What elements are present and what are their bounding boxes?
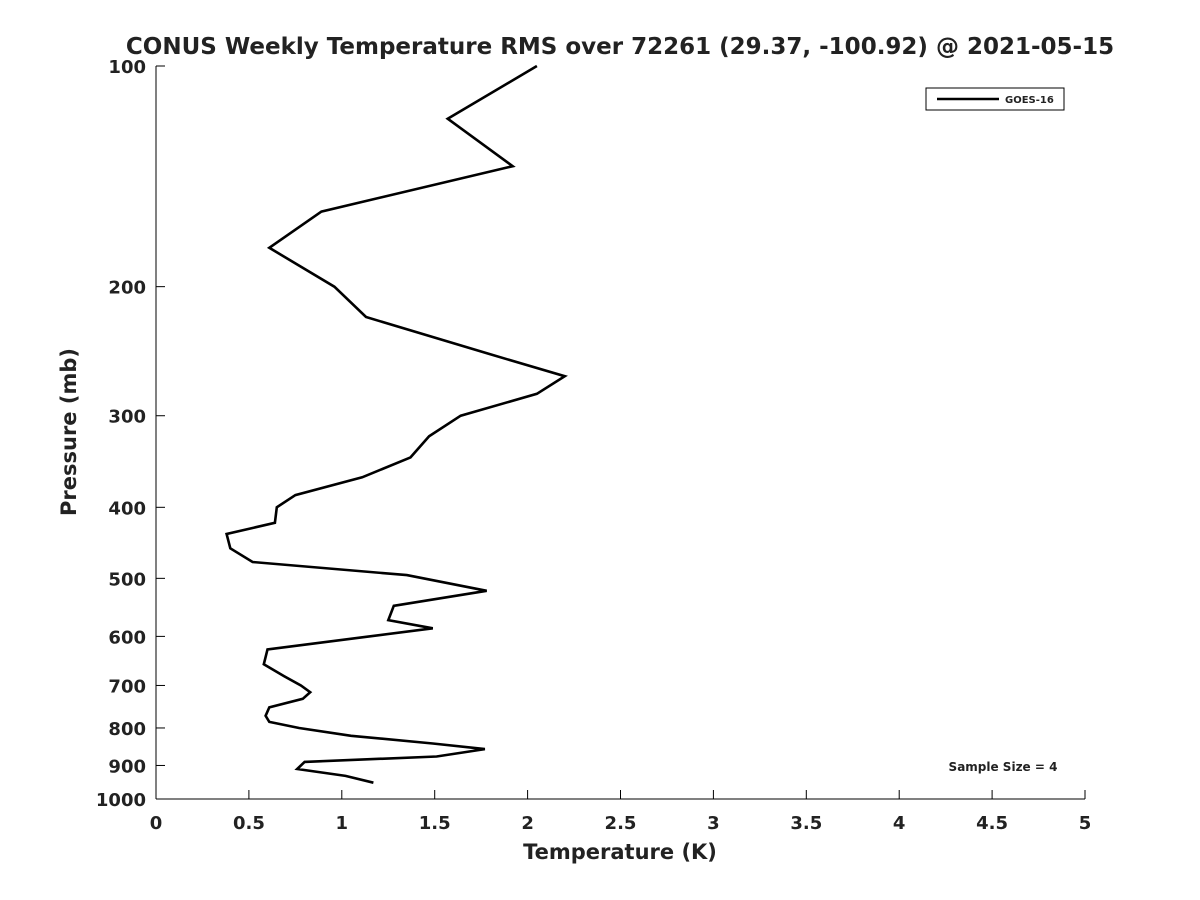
x-tick-label: 1.5 [419, 813, 451, 834]
x-tick-label: 3 [707, 813, 720, 834]
y-tick-label: 900 [108, 756, 146, 777]
x-axis-label: Temperature (K) [523, 840, 717, 864]
y-tick-label: 400 [108, 498, 146, 519]
x-tick-label: 1 [336, 813, 349, 834]
chart-title: CONUS Weekly Temperature RMS over 72261 … [126, 34, 1114, 60]
x-tick-label: 0 [150, 813, 163, 834]
series-line-goes-16 [225, 64, 568, 784]
y-tick-label: 200 [108, 278, 146, 299]
y-axis-label: Pressure (mb) [57, 348, 81, 516]
x-tick-label: 0.5 [233, 813, 265, 834]
plot-area: 0 0.5 1 1.5 2 2.5 3 3.5 4 4.5 5 100 200 300 400 500 600… [96, 57, 1091, 834]
y-ticks: 100 200 300 400 500 600 700 800 900 1000 [96, 57, 165, 811]
x-tick-label: 5 [1079, 813, 1092, 834]
x-tick-label: 3.5 [790, 813, 822, 834]
y-tick-label: 300 [108, 407, 146, 428]
legend-label-goes-16: GOES-16 [1005, 95, 1054, 106]
x-tick-label: 2 [521, 813, 534, 834]
y-tick-label: 800 [108, 719, 146, 740]
y-tick-label: 600 [108, 627, 146, 648]
x-tick-label: 4 [893, 813, 906, 834]
x-tick-label: 2.5 [605, 813, 637, 834]
sample-size-note: Sample Size = 4 [949, 760, 1058, 774]
y-tick-label: 700 [108, 676, 146, 697]
series-group [225, 64, 568, 784]
legend: GOES-16 [925, 87, 1065, 111]
y-tick-label: 1000 [96, 790, 146, 811]
y-tick-label: 500 [108, 569, 146, 590]
x-tick-label: 4.5 [976, 813, 1008, 834]
x-ticks: 0 0.5 1 1.5 2 2.5 3 3.5 4 4.5 5 [150, 790, 1092, 834]
y-tick-label: 100 [108, 57, 146, 78]
